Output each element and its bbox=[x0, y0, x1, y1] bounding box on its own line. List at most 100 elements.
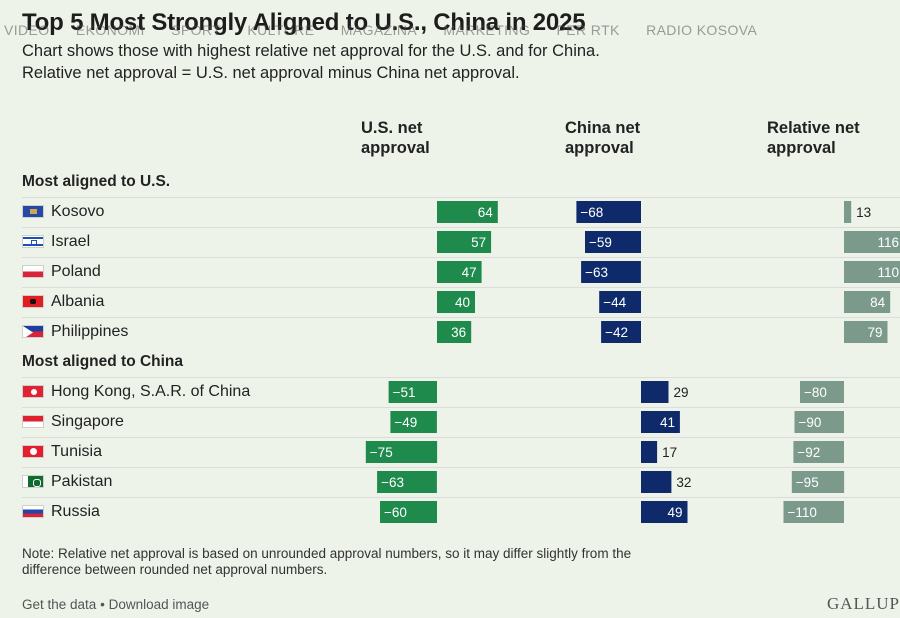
china-value-label: 29 bbox=[674, 385, 689, 400]
china-bar bbox=[641, 381, 669, 403]
china-bar bbox=[599, 291, 641, 313]
row-divider bbox=[22, 377, 900, 378]
relative-bar bbox=[844, 261, 900, 283]
country-label: Philippines bbox=[51, 323, 129, 340]
us-bar bbox=[437, 231, 492, 253]
subtitle-line-2: Relative net approval = U.S. net approva… bbox=[22, 64, 520, 82]
nav-kulture[interactable]: KULTURE bbox=[247, 22, 315, 38]
relative-value-label: 13 bbox=[856, 205, 871, 220]
hong-kong-flag-icon bbox=[22, 385, 44, 398]
us-bar bbox=[437, 321, 472, 343]
relative-value-label: 110 bbox=[877, 265, 899, 280]
country-label: Pakistan bbox=[51, 473, 113, 490]
relative-value-label: −80 bbox=[804, 385, 827, 400]
row-divider bbox=[22, 437, 900, 438]
nav-sport[interactable]: SPORT bbox=[171, 22, 222, 38]
china-bar bbox=[641, 441, 658, 463]
country-label: Kosovo bbox=[51, 203, 105, 220]
china-bar bbox=[641, 501, 688, 523]
row-divider bbox=[22, 317, 900, 318]
poland-flag-icon bbox=[22, 265, 44, 278]
country-label: Poland bbox=[51, 263, 101, 280]
country-label: Albania bbox=[51, 293, 105, 310]
china-bar bbox=[585, 231, 641, 253]
china-value-label: −44 bbox=[603, 295, 626, 310]
relative-bar bbox=[844, 231, 900, 253]
us-bar bbox=[388, 381, 437, 403]
singapore-flag-icon bbox=[22, 415, 44, 428]
russia-flag-icon bbox=[22, 505, 44, 518]
us-value-label: −60 bbox=[384, 505, 407, 520]
country-label: Tunisia bbox=[51, 443, 102, 460]
china-bar bbox=[581, 261, 641, 283]
kosovo-flag-icon bbox=[22, 205, 44, 218]
china-bar bbox=[641, 411, 680, 433]
china-value-label: 41 bbox=[660, 415, 675, 430]
row-divider bbox=[22, 197, 900, 198]
us-column-header: U.S. net approval bbox=[361, 119, 430, 157]
chart-subtitle: Chart shows those with highest relative … bbox=[22, 40, 600, 84]
relative-value-label: −90 bbox=[799, 415, 822, 430]
relative-bar bbox=[794, 411, 844, 433]
nav-radio-kosova[interactable]: RADIO KOSOVA bbox=[646, 22, 758, 38]
relative-bar bbox=[791, 471, 845, 493]
group-heading-china: Most aligned to China bbox=[22, 353, 184, 370]
nav-marketing[interactable]: MARKETING bbox=[443, 22, 531, 38]
row-divider bbox=[22, 467, 900, 468]
relative-value-label: −95 bbox=[796, 475, 819, 490]
china-bar bbox=[641, 471, 672, 493]
us-bar bbox=[365, 441, 438, 463]
nav-magazina[interactable]: MAGAZINA bbox=[340, 22, 418, 38]
relative-column-header: Relative net approval bbox=[767, 119, 860, 157]
us-bar bbox=[377, 471, 437, 493]
china-value-label: 32 bbox=[676, 475, 691, 490]
china-value-label: −68 bbox=[580, 205, 603, 220]
relative-value-label: 79 bbox=[867, 325, 882, 340]
us-bar bbox=[380, 501, 437, 523]
us-value-label: 64 bbox=[478, 205, 494, 220]
us-bar bbox=[437, 201, 498, 223]
relative-value-label: −110 bbox=[788, 505, 817, 520]
footer-separator: • bbox=[100, 597, 105, 612]
israel-flag-icon bbox=[22, 235, 44, 248]
row-divider bbox=[22, 407, 900, 408]
us-value-label: −49 bbox=[394, 415, 417, 430]
subtitle-line-1: Chart shows those with highest relative … bbox=[22, 42, 600, 60]
us-value-label: 40 bbox=[455, 295, 470, 310]
get-data-link[interactable]: Get the data bbox=[22, 597, 97, 612]
relative-value-label: 116 bbox=[877, 235, 899, 250]
china-value-label: −63 bbox=[585, 265, 608, 280]
chart-title: Top 5 Most Strongly Aligned to U.S., Chi… bbox=[22, 9, 586, 36]
relative-bar bbox=[793, 441, 844, 463]
nav-per-rtk[interactable]: PER RTK bbox=[556, 22, 620, 38]
us-value-label: −51 bbox=[393, 385, 416, 400]
relative-bar bbox=[844, 321, 888, 343]
footer-links: Get the data • Download image bbox=[22, 597, 209, 612]
us-bar bbox=[437, 291, 475, 313]
nav-video[interactable]: VIDEO bbox=[4, 22, 50, 38]
country-label: Singapore bbox=[51, 413, 124, 430]
us-bar bbox=[390, 411, 437, 433]
philippines-flag-icon bbox=[22, 325, 44, 338]
group-heading-us: Most aligned to U.S. bbox=[22, 173, 171, 190]
download-image-link[interactable]: Download image bbox=[108, 597, 210, 612]
china-value-label: −59 bbox=[589, 235, 612, 250]
china-value-label: 49 bbox=[667, 505, 682, 520]
row-divider bbox=[22, 497, 900, 498]
albania-flag-icon bbox=[22, 295, 44, 308]
nav-ekonomi[interactable]: EKONOMI bbox=[75, 22, 145, 38]
relative-bar bbox=[800, 381, 844, 403]
relative-value-label: 84 bbox=[870, 295, 886, 310]
row-divider bbox=[22, 227, 900, 228]
relative-bar bbox=[783, 501, 844, 523]
us-value-label: 47 bbox=[462, 265, 477, 280]
china-bar bbox=[601, 321, 641, 343]
relative-bar bbox=[844, 201, 852, 223]
china-value-label: −42 bbox=[605, 325, 628, 340]
china-column-header: China net approval bbox=[565, 119, 641, 157]
china-bar bbox=[576, 201, 641, 223]
china-value-label: 17 bbox=[662, 445, 677, 460]
us-value-label: −75 bbox=[370, 445, 393, 460]
country-label: Hong Kong, S.A.R. of China bbox=[51, 383, 251, 400]
